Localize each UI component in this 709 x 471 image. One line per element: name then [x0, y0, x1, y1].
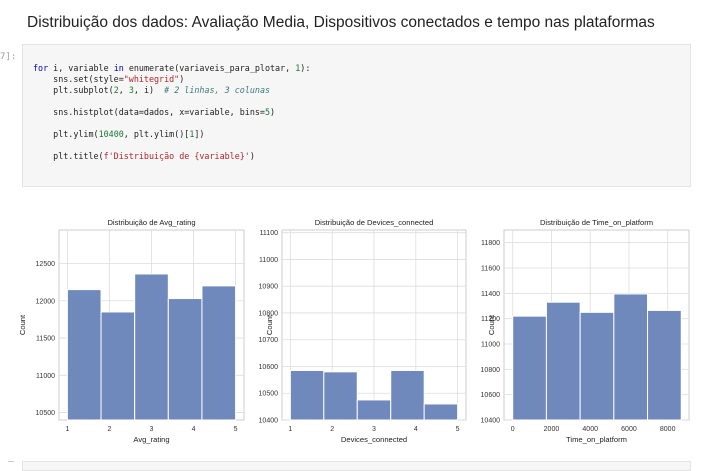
chart-1-y-tick-label: 10500	[36, 410, 56, 417]
code-token: "whitegrid"	[123, 74, 180, 84]
chart-1-bar	[100, 311, 136, 421]
chart-1-y-axis-label: Count	[18, 314, 27, 335]
chart-3-bar	[545, 301, 581, 421]
chart-2-y-tick-label: 10700	[259, 337, 279, 344]
chart-1-x-axis-label: Avg_rating	[133, 435, 169, 444]
code-token: 3	[128, 85, 134, 95]
code-token: )	[270, 107, 276, 117]
code-block[interactable]: for i, variable in enumerate(variaveis_p…	[33, 63, 310, 162]
code-token: 1	[295, 63, 301, 73]
chart-1-bar	[134, 273, 169, 421]
code-token: enumerate(variaveis_para_plotar,	[123, 63, 296, 73]
code-token: , plt.ylim()[	[123, 129, 190, 139]
chart-1-title: Distribuição de Avg_rating	[107, 218, 195, 227]
chart-3-y-tick-label: 11200	[481, 316, 500, 323]
chart-1-y-tick-label: 12500	[36, 261, 56, 268]
chart-3-y-tick-label: 10600	[481, 392, 501, 399]
chart-3-bar	[647, 309, 682, 421]
next-cell-prompt	[8, 461, 14, 466]
chart-3-bar	[512, 315, 547, 421]
chart-2-y-tick-label: 11000	[259, 257, 278, 264]
code-token: 5	[264, 107, 270, 117]
chart-3-y-tick-label: 10800	[481, 367, 501, 374]
code-line-4: sns.histplot(data=dados, x=variable, bin…	[33, 107, 275, 117]
chart-3-x-tick-label: 4000	[582, 426, 598, 433]
code-line-2: sns.set(style="whitegrid")	[33, 74, 184, 84]
chart-2-title: Distribuição de Devices_connected	[315, 218, 434, 227]
code-line-1: for i, variable in enumerate(variaveis_p…	[33, 63, 310, 73]
code-line-5: plt.ylim(10400, plt.ylim()[1])	[33, 129, 204, 139]
chart-2-x-tick-label: 3	[372, 426, 376, 433]
chart-1-y-tick-label: 11500	[36, 336, 55, 343]
chart-2-x-tick-label: 1	[288, 426, 292, 433]
chart-2-x-tick-label: 4	[414, 426, 418, 433]
next-code-cell[interactable]	[22, 461, 691, 471]
chart-1-bar	[66, 289, 102, 421]
code-token: 1	[189, 129, 195, 139]
chart-3-y-tick-label: 11000	[481, 342, 500, 349]
chart-2-y-tick-label: 10400	[259, 418, 279, 425]
code-token: sns.set(style=	[33, 74, 124, 84]
code-token: i, variable	[48, 63, 114, 73]
chart-1-y-tick-label: 12000	[36, 298, 56, 305]
chart-1-y-tick-label: 11000	[36, 373, 55, 380]
code-token: )	[179, 74, 185, 84]
chart-2-y-tick-label: 10800	[259, 310, 279, 317]
code-comment: # 2 linhas, 3 colunas	[164, 85, 271, 95]
chart-3-x-tick-label: 8000	[660, 426, 676, 433]
code-token: 10400	[98, 129, 124, 139]
chart-2-x-tick-label: 5	[456, 426, 460, 433]
chart-3-bar	[579, 311, 615, 421]
chart-3-x-tick-label: 2000	[544, 426, 560, 433]
code-cell[interactable]	[22, 44, 691, 187]
chart-2-bar	[289, 369, 325, 421]
chart-1-x-tick-label: 3	[150, 426, 154, 433]
chart-1-x-tick-label: 1	[65, 426, 69, 433]
chart-3-x-axis-label: Time_on_platform	[566, 435, 627, 444]
chart-2-y-axis-label: Count	[265, 314, 274, 335]
chart-2-y-tick-label: 10600	[259, 364, 279, 371]
chart-3-x-tick-label: 0	[511, 426, 515, 433]
chart-2-y-tick-label: 11100	[260, 230, 279, 237]
chart-2-x-axis-label: Devices_connected	[341, 435, 407, 444]
chart-2-y-tick-label: 10500	[259, 391, 279, 398]
chart-3-y-tick-label: 11600	[481, 266, 500, 273]
code-token: in	[113, 63, 124, 73]
code-line-6: plt.title(f'Distribuição de {variable}')	[33, 151, 255, 161]
code-token: )	[249, 151, 255, 161]
code-token: , i)	[133, 85, 165, 95]
chart-1-x-tick-label: 5	[234, 426, 238, 433]
code-line-3: plt.subplot(2, 3, i) # 2 linhas, 3 colun…	[33, 85, 270, 95]
chart-3-title: Distribuição de Time_on_platform	[540, 218, 653, 227]
chart-3-bar	[613, 293, 649, 421]
chart-2-bar	[390, 369, 425, 421]
chart-1-x-tick-label: 2	[108, 426, 112, 433]
code-token: 2	[113, 85, 119, 95]
chart-2-bar	[323, 371, 358, 421]
code-token: plt.subplot(	[33, 85, 114, 95]
chart-1-bar	[167, 298, 203, 421]
code-token: for	[33, 63, 49, 73]
code-token: ):	[300, 63, 311, 73]
cell-prompt: 7]:	[0, 52, 17, 62]
chart-2-x-tick-label: 2	[330, 426, 334, 433]
section-heading: Distribuição dos dados: Avaliação Media,…	[27, 14, 655, 31]
code-token: plt.ylim(	[33, 129, 99, 139]
code-token: ,	[118, 85, 129, 95]
chart-1-x-tick-label: 4	[192, 426, 196, 433]
chart-3-y-tick-label: 11800	[481, 240, 500, 247]
chart-3-y-axis-label: Count	[487, 314, 496, 335]
chart-3-y-tick-label: 11400	[481, 291, 500, 298]
chart-2-y-tick-label: 10900	[259, 284, 279, 291]
chart-3-y-tick-label: 10400	[481, 418, 501, 425]
code-token: plt.title(	[33, 151, 104, 161]
chart-2-bar	[356, 399, 392, 421]
chart-3-x-tick-label: 6000	[621, 426, 637, 433]
code-token: ])	[194, 129, 205, 139]
code-token: sns.histplot(data=dados, x=variable, bin…	[33, 107, 265, 117]
code-token: f'Distribuição de {variable}'	[103, 151, 250, 161]
chart-2-bar	[423, 403, 459, 421]
chart-1-bar	[201, 285, 237, 421]
